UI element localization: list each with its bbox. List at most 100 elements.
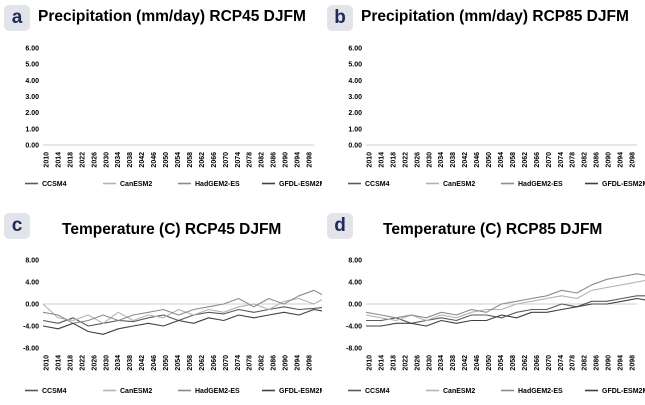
x-tick-label: 2098 xyxy=(307,355,314,371)
x-tick-label: 2034 xyxy=(115,355,122,371)
chart-panel-a: a Precipitation (mm/day) RCP45 DJFM 0.00… xyxy=(0,0,322,200)
x-tick-label: 2074 xyxy=(558,355,565,371)
x-tick-label: 2070 xyxy=(223,152,230,168)
x-tick-label: 2042 xyxy=(462,152,469,168)
y-tick-label: 4.00 xyxy=(348,78,362,85)
x-tick-label: 2070 xyxy=(223,355,230,371)
y-tick-label: -4.00 xyxy=(23,324,39,331)
x-tick-label: 2022 xyxy=(79,152,86,168)
series-line-ccsm4 xyxy=(366,295,645,324)
x-tick-label: 2030 xyxy=(103,355,110,371)
chart-panel-b: b Precipitation (mm/day) RCP85 DJFM 0.00… xyxy=(323,0,645,200)
x-tick-label: 2050 xyxy=(486,355,493,371)
x-tick-label: 2066 xyxy=(211,355,218,371)
x-tick-label: 2018 xyxy=(67,355,74,371)
x-tick-label: 2010 xyxy=(367,355,374,371)
x-tick-label: 2030 xyxy=(103,152,110,168)
panel-badge: b xyxy=(327,5,353,31)
x-tick-label: 2018 xyxy=(390,152,397,168)
series-line-hadgem2-es xyxy=(42,289,322,324)
x-tick-label: 2034 xyxy=(438,355,445,371)
x-tick-label: 2086 xyxy=(594,152,601,168)
x-tick-label: 2058 xyxy=(510,355,517,371)
x-tick-label: 2066 xyxy=(534,355,541,371)
chart-d-svg: -8.00 -4.00 0.00 4.00 8.00 2010 2014 2018 2022 20… xyxy=(346,258,645,395)
y-tick-label: 2.00 xyxy=(25,110,39,117)
x-tick-label: 2018 xyxy=(390,355,397,371)
x-tick-label: 2090 xyxy=(606,152,613,168)
x-tick-label: 2038 xyxy=(450,355,457,371)
legend-label: GFDL-ESM2M xyxy=(602,388,645,395)
x-tick-label: 2086 xyxy=(271,355,278,371)
x-tick-label: 2090 xyxy=(606,355,613,371)
x-tick-label: 2066 xyxy=(534,152,541,168)
series-line-canesm2 xyxy=(365,280,645,322)
x-tick-label: 2046 xyxy=(151,355,158,371)
x-tick-label: 2050 xyxy=(163,152,170,168)
legend-label: CCSM4 xyxy=(42,181,67,188)
x-tick-label: 2026 xyxy=(414,355,421,371)
y-tick-label: 5.00 xyxy=(348,62,362,69)
x-tick-label: 2086 xyxy=(594,355,601,371)
legend-label: HadGEM2-ES xyxy=(195,181,240,188)
x-tick-label: 2054 xyxy=(175,152,182,168)
series-line-hadgem2-es xyxy=(365,273,645,319)
x-tick-label: 2038 xyxy=(127,355,134,371)
y-tick-label: 8.00 xyxy=(25,258,39,265)
y-tick-label: 6.00 xyxy=(25,46,39,53)
y-tick-label: 3.00 xyxy=(25,94,39,101)
x-tick-label: 2054 xyxy=(175,355,182,371)
x-tick-label: 2058 xyxy=(510,152,517,168)
x-tick-label: 2022 xyxy=(79,355,86,371)
y-tick-label: 0.00 xyxy=(25,143,39,150)
y-tick-label: 0.00 xyxy=(25,302,39,309)
x-tick-label: 2010 xyxy=(44,355,51,371)
legend-label: CanESM2 xyxy=(120,181,152,188)
x-tick-label: 2026 xyxy=(414,152,421,168)
x-tick-label: 2042 xyxy=(139,152,146,168)
panel-badge: d xyxy=(327,213,353,239)
y-tick-label: -8.00 xyxy=(346,346,362,353)
x-tick-label: 2078 xyxy=(570,152,577,168)
x-tick-label: 2090 xyxy=(283,355,290,371)
x-tick-label: 2054 xyxy=(498,355,505,371)
chart-panel-d: d Temperature (C) RCP85 DJFM -8.00 -4.00 0… xyxy=(323,205,645,405)
x-tick-label: 2062 xyxy=(522,355,529,371)
y-tick-label: 2.00 xyxy=(348,110,362,117)
legend-label: CanESM2 xyxy=(443,388,475,395)
chart-title: Precipitation (mm/day) RCP85 DJFM xyxy=(361,8,629,25)
x-tick-label: 2042 xyxy=(139,355,146,371)
y-tick-label: 4.00 xyxy=(25,280,39,287)
x-tick-label: 2090 xyxy=(283,152,290,168)
x-tick-label: 2078 xyxy=(570,355,577,371)
x-tick-label: 2098 xyxy=(630,152,637,168)
legend-label: CCSM4 xyxy=(42,388,67,395)
y-tick-label: -8.00 xyxy=(23,346,39,353)
x-tick-label: 2062 xyxy=(199,355,206,371)
x-tick-label: 2094 xyxy=(618,355,625,371)
chart-c-svg: -8.00 -4.00 0.00 4.00 8.00 2010 2014 2018 2022 20… xyxy=(23,258,322,395)
y-tick-label: 8.00 xyxy=(348,258,362,265)
x-tick-label: 2098 xyxy=(307,152,314,168)
x-tick-label: 2078 xyxy=(247,152,254,168)
legend-label: HadGEM2-ES xyxy=(518,388,563,395)
x-tick-label: 2046 xyxy=(151,152,158,168)
x-tick-label: 2014 xyxy=(55,152,62,168)
y-tick-label: 4.00 xyxy=(25,78,39,85)
x-tick-label: 2094 xyxy=(295,355,302,371)
legend-label: GFDL-ESM2M xyxy=(279,388,322,395)
chart-title: Temperature (C) RCP45 DJFM xyxy=(62,221,282,238)
legend-label: GFDL-ESM2M xyxy=(602,181,645,188)
y-tick-label: 3.00 xyxy=(348,94,362,101)
x-tick-label: 2074 xyxy=(235,152,242,168)
legend-label: CCSM4 xyxy=(365,181,390,188)
x-tick-label: 2070 xyxy=(546,152,553,168)
series-line-gfdl-esm2m xyxy=(366,297,645,327)
series-line-gfdl-esm2m xyxy=(42,308,322,335)
x-tick-label: 2022 xyxy=(402,355,409,371)
chart-title: Precipitation (mm/day) RCP45 DJFM xyxy=(38,8,306,25)
x-tick-label: 2014 xyxy=(378,355,385,371)
x-tick-label: 2018 xyxy=(67,152,74,168)
x-tick-label: 2082 xyxy=(582,152,589,168)
x-tick-label: 2062 xyxy=(522,152,529,168)
